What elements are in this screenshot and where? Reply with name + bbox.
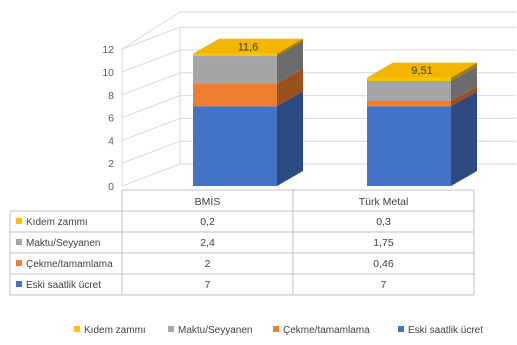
table-cell-3-0: 7 bbox=[205, 279, 211, 291]
bar-side-1-3 bbox=[451, 62, 477, 82]
legend-swatch-3 bbox=[398, 326, 404, 332]
table-row-label-1: Maktu/Seyyanen bbox=[26, 238, 101, 249]
bar-side-1-2 bbox=[451, 66, 477, 101]
gridline-side-1 bbox=[121, 140, 181, 164]
bar-segment-0-3 bbox=[193, 53, 277, 57]
table-row-swatch-3 bbox=[16, 281, 22, 287]
bar-top-0 bbox=[193, 38, 303, 54]
table-row-swatch-0 bbox=[16, 218, 22, 224]
bar-total-label-1: 9,51 bbox=[411, 65, 432, 77]
bar-segment-0-0 bbox=[193, 106, 277, 186]
legend-label-1: Maktu/Seyyanen bbox=[178, 325, 253, 336]
y-tick-label-0: 0 bbox=[108, 181, 114, 193]
table-row-label-0: Kıdem zammı bbox=[26, 217, 88, 228]
bar-segment-1-2 bbox=[367, 81, 451, 101]
table-cell-1-0: 2,4 bbox=[200, 237, 215, 249]
bar-top-1 bbox=[367, 62, 477, 78]
gridline-side-0 bbox=[121, 163, 181, 187]
table-cell-2-1: 0,46 bbox=[373, 258, 394, 270]
bar-side-0-2 bbox=[277, 41, 303, 84]
table-cell-0-0: 0,2 bbox=[200, 216, 215, 228]
gridline-side-2 bbox=[121, 117, 181, 141]
y-axis: 0 2 4 6 8 10 12 bbox=[102, 44, 114, 193]
y-tick-label-5: 10 bbox=[102, 67, 114, 79]
bar-segment-1-0 bbox=[367, 106, 451, 186]
table-cell-2-0: 2 bbox=[205, 258, 211, 270]
bar-side-1-1 bbox=[451, 85, 477, 107]
y-tick-label-1: 2 bbox=[108, 158, 114, 170]
gridline-side-3 bbox=[121, 95, 181, 119]
table-cell-3-1: 7 bbox=[381, 279, 387, 291]
table-header-1: Türk Metal bbox=[359, 196, 409, 208]
bar-segment-0-1 bbox=[193, 83, 277, 107]
legend-swatch-1 bbox=[168, 326, 174, 332]
legend-label-3: Eski saatlik ücret bbox=[408, 325, 483, 336]
gridline-side-5 bbox=[121, 49, 181, 73]
bar-segment-0-2 bbox=[193, 56, 277, 84]
legend-swatch-2 bbox=[273, 326, 279, 332]
legend-label-2: Çekme/tamamlama bbox=[283, 325, 370, 336]
y-tick-label-6: 12 bbox=[102, 44, 114, 56]
bar-side-1-0 bbox=[451, 91, 477, 186]
y-tick-label-3: 6 bbox=[108, 113, 114, 125]
legend-swatch-0 bbox=[74, 326, 80, 332]
bar-side-0-3 bbox=[277, 38, 303, 57]
gridline-side-6 bbox=[121, 26, 181, 50]
legend: Kıdem zammı Maktu/Seyyanen Çekme/tamamlama… bbox=[74, 325, 483, 336]
y-tick-label-4: 8 bbox=[108, 90, 114, 102]
bar-total-label-0: 11,6 bbox=[238, 41, 259, 53]
legend-label-0: Kıdem zammı bbox=[84, 325, 146, 336]
bar-side-0-0 bbox=[277, 91, 303, 186]
gridline-side-4 bbox=[121, 72, 181, 96]
table-row-label-2: Çekme/tamamlama bbox=[26, 259, 113, 270]
table-header-0: BMİS bbox=[195, 195, 221, 208]
bar-segment-1-1 bbox=[367, 100, 451, 107]
bar-side-0-1 bbox=[277, 68, 303, 107]
data-table: BMİS Türk Metal Kıdem zammı 0,2 0,3 Maktu/Sey… bbox=[9, 189, 475, 296]
table-row-label-3: Eski saatlik ücret bbox=[26, 280, 101, 291]
bar-segment-1-3 bbox=[367, 77, 451, 82]
side-wall-top bbox=[121, 11, 181, 50]
table-cell-0-1: 0,3 bbox=[376, 216, 391, 228]
y-tick-label-2: 4 bbox=[108, 135, 114, 147]
bars-layer: 11,6 9,51 bbox=[193, 38, 477, 186]
table-row-swatch-1 bbox=[16, 239, 22, 245]
table-row-swatch-2 bbox=[16, 260, 22, 266]
table-cell-1-1: 1,75 bbox=[373, 237, 394, 249]
